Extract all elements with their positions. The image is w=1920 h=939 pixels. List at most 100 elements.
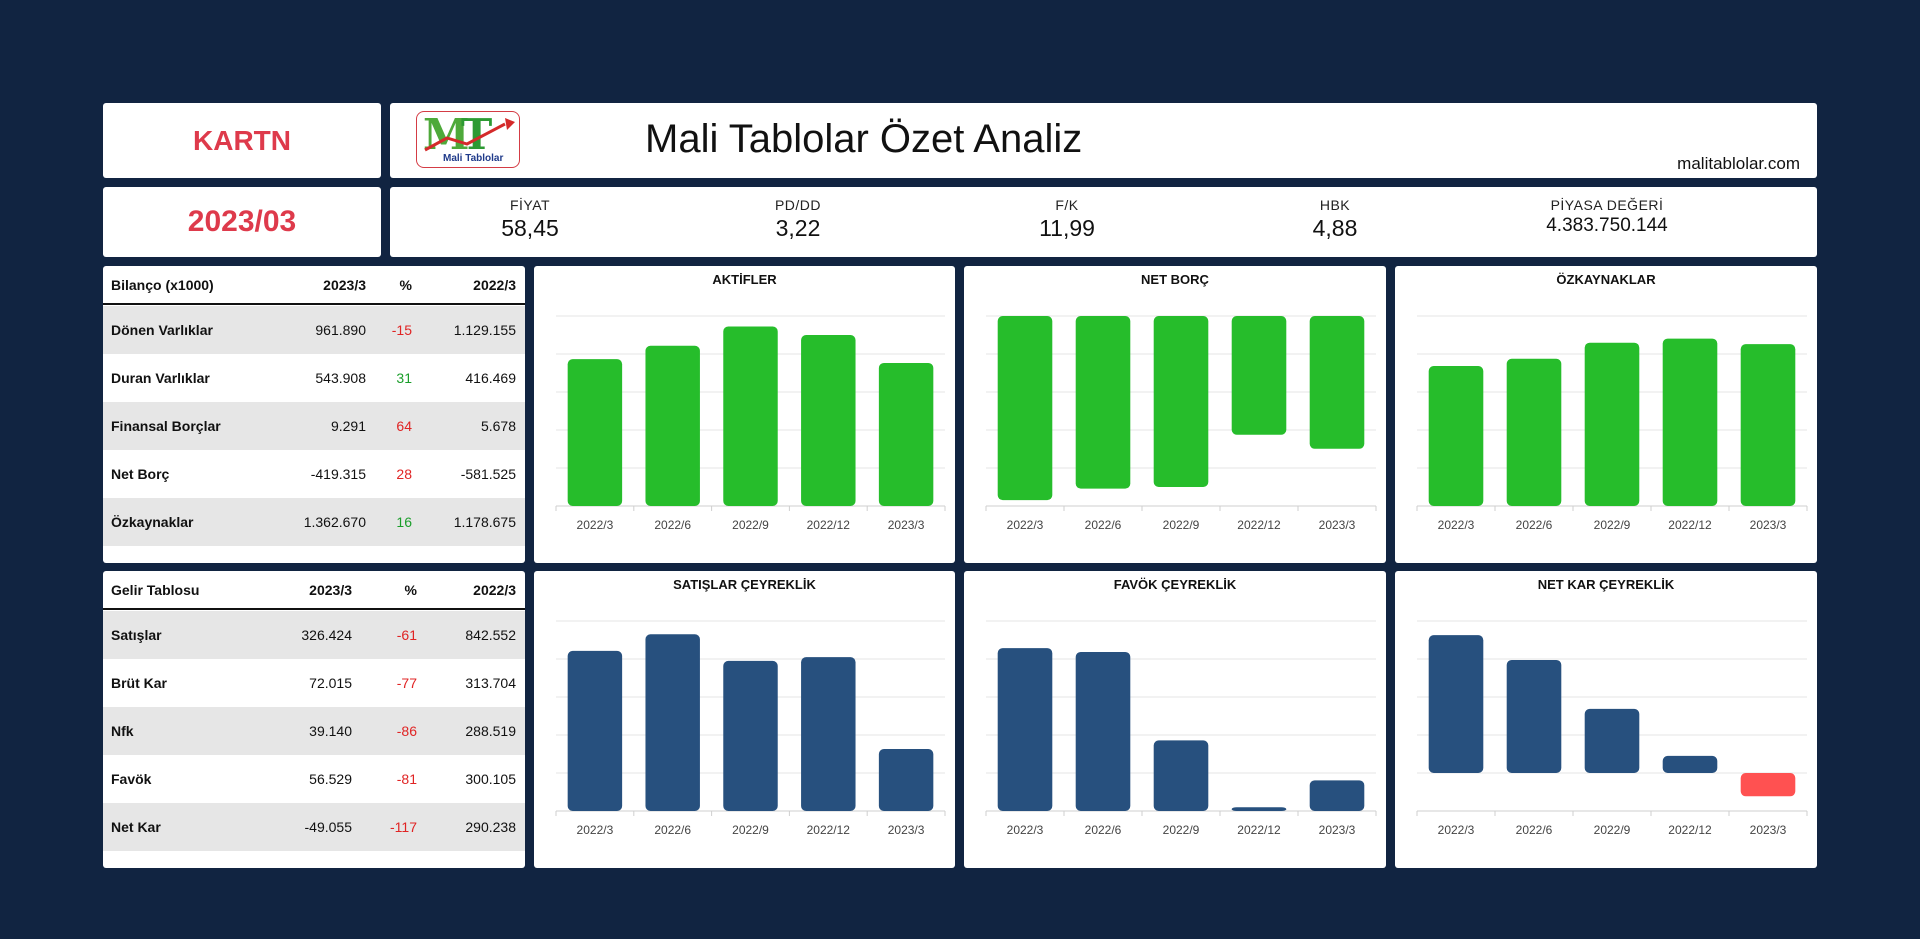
table-row: Özkaynaklar 1.362.670 16 1.178.675 bbox=[103, 498, 525, 546]
metric-value: 11,99 bbox=[1039, 215, 1095, 241]
bar bbox=[801, 335, 856, 506]
bar bbox=[997, 648, 1053, 811]
row-value-2023: -49.055 bbox=[304, 819, 352, 835]
chart-svg: 2022/3 2022/6 2022/9 2022/12 2023/3 bbox=[985, 315, 1377, 532]
row-percent: -81 bbox=[396, 771, 417, 787]
metrics-card: FİYAT 58,45 PD/DD 3,22 F/K 11,99 HBK 4,8… bbox=[390, 187, 1817, 257]
x-tick-label: 2022/12 bbox=[1668, 518, 1712, 532]
bar bbox=[801, 657, 856, 811]
site-link[interactable]: malitablolar.com bbox=[1677, 154, 1800, 173]
x-tick-label: 2022/3 bbox=[577, 823, 614, 837]
x-tick-label: 2023/3 bbox=[1319, 823, 1356, 837]
x-tick-label: 2022/12 bbox=[1237, 823, 1281, 837]
chart-aktifler: AKTİFLER 2022/3 2022/6 2022/9 2022/12 2023/3 bbox=[534, 266, 955, 563]
row-label: Duran Varlıklar bbox=[111, 370, 210, 386]
x-tick-label: 2023/3 bbox=[888, 823, 925, 837]
logo: M T Mali Tablolar bbox=[416, 110, 520, 168]
chart-svg: 2022/3 2022/6 2022/9 2022/12 2023/3 bbox=[555, 315, 946, 532]
x-tick-label: 2023/3 bbox=[1319, 518, 1356, 532]
row-percent: -15 bbox=[391, 322, 412, 338]
header-name: Gelir Tablosu bbox=[111, 581, 200, 598]
chart-title: NET BORÇ bbox=[1141, 272, 1209, 287]
metric-pd-dd: PD/DD 3,22 bbox=[703, 197, 893, 242]
x-tick-label: 2022/9 bbox=[1594, 518, 1631, 532]
row-percent: -77 bbox=[396, 675, 417, 691]
ticker-symbol: KARTN bbox=[193, 124, 291, 156]
chart-title: NET KAR ÇEYREKLİK bbox=[1537, 577, 1675, 592]
row-value-2023: 9.291 bbox=[330, 418, 366, 434]
header-2022: 2022/3 bbox=[473, 276, 516, 293]
ticker-card: KARTN bbox=[103, 103, 381, 178]
row-percent: 16 bbox=[396, 514, 412, 530]
bar bbox=[723, 660, 778, 811]
x-tick-label: 2022/9 bbox=[732, 823, 769, 837]
row-label: Özkaynaklar bbox=[111, 514, 194, 530]
header-percent: % bbox=[399, 276, 412, 293]
x-tick-label: 2022/3 bbox=[1007, 518, 1044, 532]
chart-title: FAVÖK ÇEYREKLİK bbox=[1113, 577, 1237, 592]
bar bbox=[878, 362, 934, 506]
table-row: Dönen Varlıklar 961.890 -15 1.129.155 bbox=[103, 306, 525, 354]
chart-svg: 2022/3 2022/6 2022/9 2022/12 2023/3 bbox=[1416, 620, 1808, 837]
metric-hbk: HBK 4,88 bbox=[1240, 197, 1430, 242]
table-row: Brüt Kar 72.015 -77 313.704 bbox=[103, 659, 525, 707]
row-label: Net Kar bbox=[111, 819, 161, 835]
bar bbox=[1506, 358, 1562, 506]
chart-favok: FAVÖK ÇEYREKLİK 2022/3 2022/6 2022/9 2022/1… bbox=[964, 571, 1386, 868]
x-tick-label: 2022/3 bbox=[1007, 823, 1044, 837]
row-percent: -86 bbox=[396, 723, 417, 739]
period-card: 2023/03 bbox=[103, 187, 381, 257]
bar bbox=[878, 748, 934, 811]
table-row: Satışlar 326.424 -61 842.552 bbox=[103, 611, 525, 659]
header-2022: 2022/3 bbox=[473, 581, 516, 598]
x-tick-label: 2022/6 bbox=[654, 823, 691, 837]
header-2023: 2023/3 bbox=[323, 276, 366, 293]
row-value-2023: 961.890 bbox=[315, 322, 366, 338]
x-tick-label: 2022/3 bbox=[577, 518, 614, 532]
chart-svg: 2022/3 2022/6 2022/9 2022/12 2023/3 bbox=[555, 620, 946, 837]
table-row: Net Borç -419.315 28 -581.525 bbox=[103, 450, 525, 498]
row-value-2022: 300.105 bbox=[465, 771, 516, 787]
bar bbox=[1740, 344, 1796, 506]
bar bbox=[1428, 366, 1484, 506]
row-value-2023: 1.362.670 bbox=[303, 514, 366, 530]
row-value-2023: -419.315 bbox=[310, 466, 366, 482]
row-percent: -117 bbox=[390, 819, 417, 835]
row-value-2022: 5.678 bbox=[480, 418, 516, 434]
chart-svg: 2022/3 2022/6 2022/9 2022/12 2023/3 bbox=[1416, 315, 1808, 532]
bar bbox=[1153, 316, 1209, 487]
bar bbox=[645, 634, 700, 811]
row-label: Finansal Borçlar bbox=[111, 418, 221, 434]
x-tick-label: 2022/3 bbox=[1438, 823, 1475, 837]
x-tick-label: 2022/6 bbox=[1516, 518, 1553, 532]
table-row: Finansal Borçlar 9.291 64 5.678 bbox=[103, 402, 525, 450]
row-percent: 31 bbox=[396, 370, 412, 386]
x-tick-label: 2022/9 bbox=[732, 518, 769, 532]
x-tick-label: 2022/6 bbox=[654, 518, 691, 532]
metric-value: 4.383.750.144 bbox=[1546, 215, 1668, 236]
bar bbox=[1075, 316, 1131, 489]
table-header: Gelir Tablosu 2023/3 % 2022/3 bbox=[103, 571, 525, 610]
row-value-2022: 842.552 bbox=[465, 627, 516, 643]
x-tick-label: 2022/12 bbox=[807, 518, 851, 532]
table-row: Nfk 39.140 -86 288.519 bbox=[103, 707, 525, 755]
row-value-2022: 290.238 bbox=[465, 819, 516, 835]
chart-net-kar: NET KAR ÇEYREKLİK 2022/3 2022/6 2022/9 2022… bbox=[1395, 571, 1817, 868]
row-value-2022: 288.519 bbox=[465, 723, 516, 739]
metric-value: 58,45 bbox=[501, 215, 559, 241]
header-2023: 2023/3 bbox=[309, 581, 352, 598]
metric-label: FİYAT bbox=[509, 197, 551, 213]
chart-title: ÖZKAYNAKLAR bbox=[1556, 272, 1656, 287]
x-tick-label: 2022/12 bbox=[1237, 518, 1281, 532]
row-label: Nfk bbox=[111, 723, 134, 739]
chart-title: SATIŞLAR ÇEYREKLİK bbox=[673, 577, 816, 592]
x-tick-label: 2022/3 bbox=[1438, 518, 1475, 532]
header-card: M T Mali Tablolar Mali Tablolar Özet Ana… bbox=[390, 103, 1817, 178]
row-label: Net Borç bbox=[111, 466, 170, 482]
chart-svg: 2022/3 2022/6 2022/9 2022/12 2023/3 bbox=[985, 620, 1377, 837]
metric-value: 4,88 bbox=[1312, 215, 1358, 241]
row-percent: -61 bbox=[396, 627, 417, 643]
x-tick-label: 2022/9 bbox=[1163, 823, 1200, 837]
x-tick-label: 2022/6 bbox=[1085, 823, 1122, 837]
row-value-2023: 326.424 bbox=[301, 627, 352, 643]
